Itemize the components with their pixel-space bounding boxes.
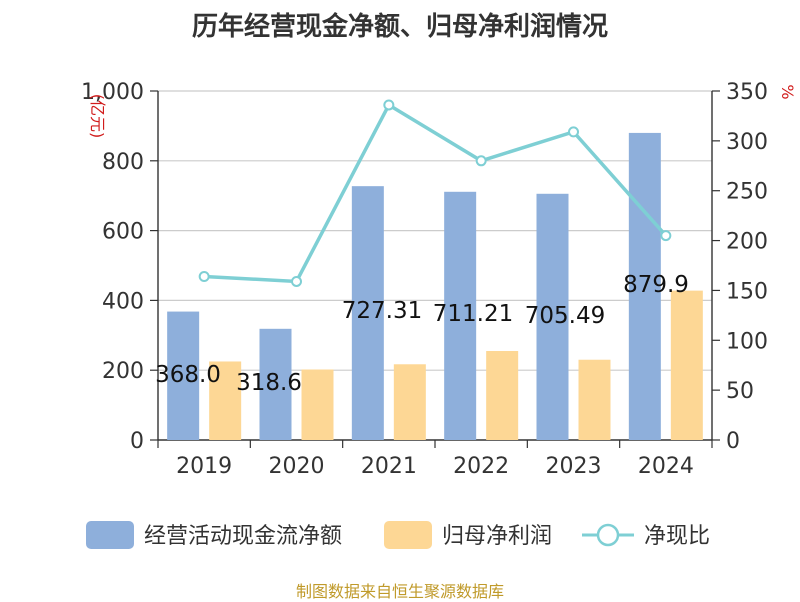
x-axis-tick-label: 2023 bbox=[546, 454, 602, 479]
x-axis-tick-label: 2021 bbox=[361, 454, 417, 479]
ratio-point bbox=[660, 230, 672, 242]
bar-cash-flow bbox=[351, 186, 384, 440]
data-label-cash-flow: 879.9 bbox=[623, 272, 689, 298]
bar-cash-flow bbox=[259, 328, 292, 440]
legend-swatch-net-profit bbox=[384, 521, 432, 549]
data-label-cash-flow: 318.6 bbox=[236, 370, 302, 396]
ratio-line-path bbox=[204, 102, 668, 284]
right-axis-tick-label: 300 bbox=[726, 130, 768, 155]
x-axis-tick-label: 2024 bbox=[638, 454, 694, 479]
legend-label-ratio: 净现比 bbox=[644, 524, 710, 549]
legend-label-net-profit: 归母净利润 bbox=[442, 524, 552, 549]
left-axis-tick-label: 800 bbox=[102, 150, 144, 175]
bar-net-profit bbox=[209, 361, 242, 440]
legend: 经营活动现金流净额 归母净利润 净现比 bbox=[86, 521, 710, 549]
right-axis-unit: % bbox=[778, 84, 797, 99]
ratio-point bbox=[291, 275, 302, 287]
bar-cash-flow bbox=[628, 132, 661, 440]
legend-swatch-cash-flow bbox=[86, 521, 134, 549]
ratio-point bbox=[198, 270, 210, 282]
bar-cash-flow bbox=[167, 311, 200, 440]
right-axis-tick-label: 250 bbox=[726, 180, 768, 205]
left-axis-tick-label: 400 bbox=[102, 289, 144, 314]
bar-net-profit bbox=[670, 290, 703, 440]
right-axis-tick-label: 0 bbox=[726, 429, 740, 454]
right-axis-tick-label: 200 bbox=[726, 230, 768, 255]
ratio-point bbox=[475, 155, 487, 167]
right-axis-tick-label: 50 bbox=[726, 379, 754, 404]
left-axis-tick-label: 200 bbox=[102, 359, 144, 384]
ratio-point bbox=[383, 99, 395, 111]
right-axis-tick-label: 150 bbox=[726, 279, 768, 304]
left-axis-unit: (亿元) bbox=[88, 94, 107, 139]
x-axis-tick-label: 2019 bbox=[176, 454, 232, 479]
bar-cash-flow bbox=[536, 193, 569, 440]
data-label-cash-flow: 368.0 bbox=[155, 362, 221, 388]
left-axis-tick-label: 1,000 bbox=[81, 80, 144, 105]
x-axis-tick-label: 2022 bbox=[453, 454, 509, 479]
ratio-line bbox=[198, 99, 672, 287]
data-label-cash-flow: 705.49 bbox=[525, 303, 605, 329]
legend-label-cash-flow: 经营活动现金流净额 bbox=[144, 524, 342, 549]
data-label-cash-flow: 711.21 bbox=[433, 301, 513, 327]
legend-marker-ratio bbox=[596, 523, 620, 547]
bar-net-profit bbox=[301, 369, 334, 440]
chart-title: 历年经营现金净额、归母净利润情况 bbox=[191, 12, 608, 42]
left-axis-tick-label: 0 bbox=[130, 429, 144, 454]
data-label-cash-flow: 727.31 bbox=[342, 298, 422, 324]
bar-net-profit bbox=[393, 364, 426, 440]
x-axis-tick-label: 2020 bbox=[269, 454, 325, 479]
data-labels: 368.0 318.6 727.31 711.21 705.49 879.9 bbox=[155, 272, 689, 396]
bars bbox=[167, 132, 703, 440]
source-note: 制图数据来自恒生聚源数据库 bbox=[295, 582, 504, 601]
bar-net-profit bbox=[486, 351, 519, 440]
right-axis-tick-label: 100 bbox=[726, 329, 768, 354]
ratio-point bbox=[568, 126, 579, 138]
left-axis-tick-label: 600 bbox=[102, 220, 144, 245]
bar-net-profit bbox=[578, 359, 611, 440]
right-axis-tick-label: 350 bbox=[726, 80, 768, 105]
axes: 0 200 400 600 800 1,000 0 50 100 150 200 250 300 350 (… bbox=[81, 80, 797, 479]
bar-cash-flow bbox=[444, 191, 477, 440]
gridlines bbox=[158, 90, 712, 371]
